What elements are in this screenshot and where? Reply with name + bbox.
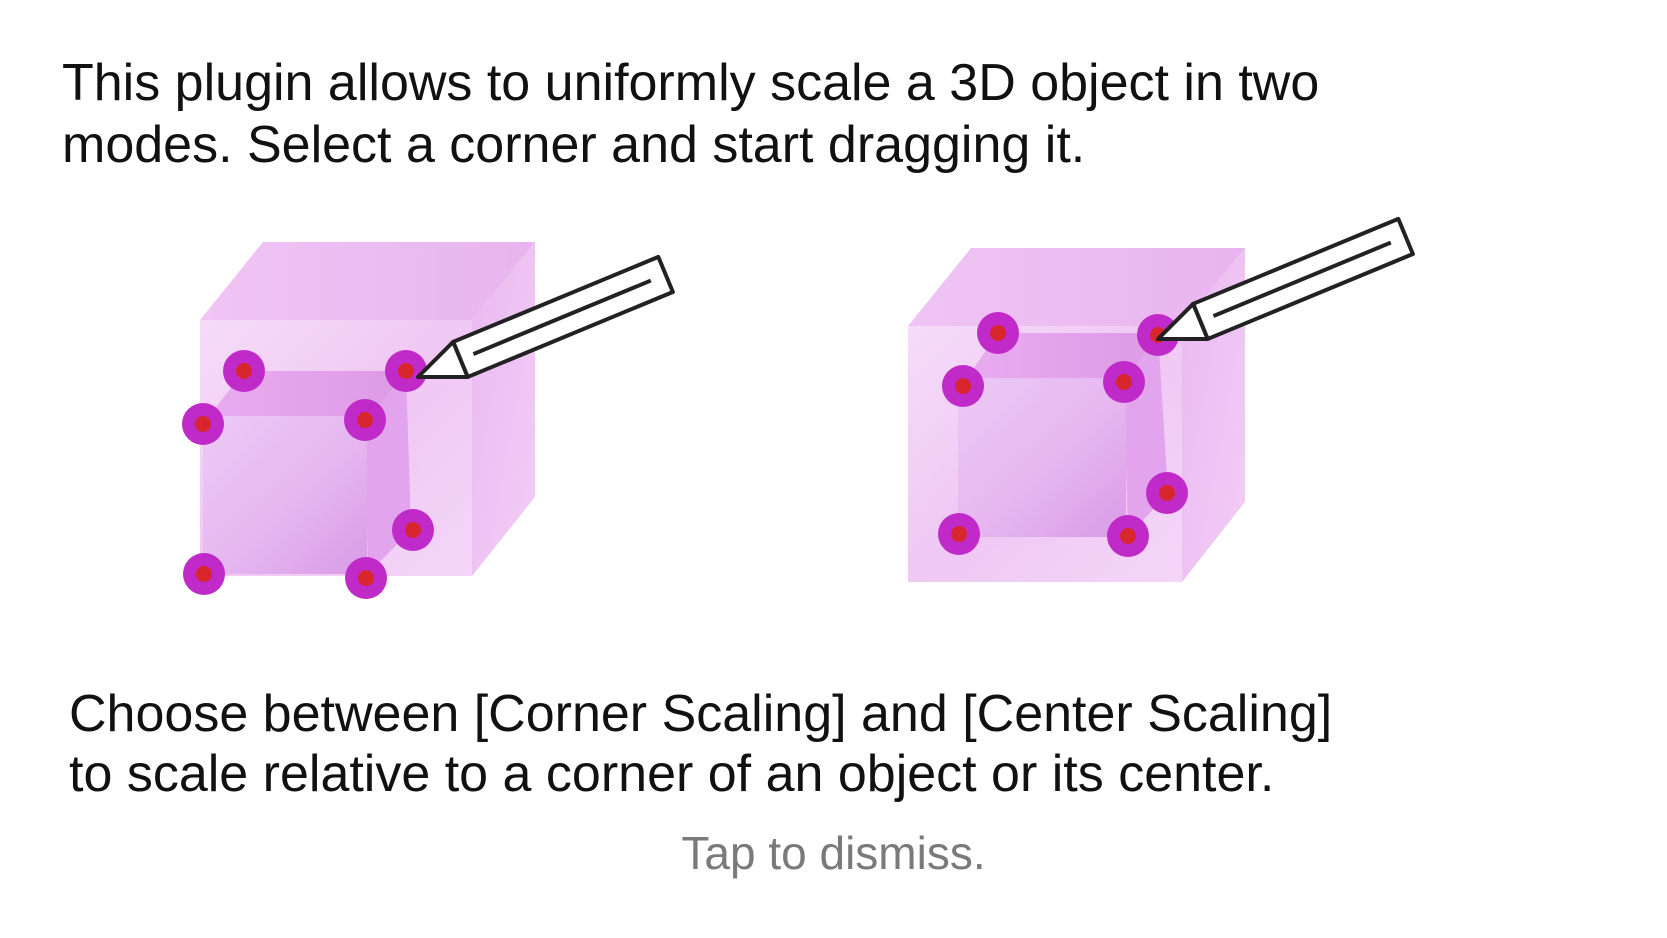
corner-handle[interactable] xyxy=(1107,515,1149,557)
corner-handle[interactable] xyxy=(183,553,225,595)
corner-handle[interactable] xyxy=(942,365,984,407)
corner-handle[interactable] xyxy=(345,557,387,599)
outer-cube-top xyxy=(908,248,1245,326)
corner-handle[interactable] xyxy=(385,350,427,392)
outer-cube-top xyxy=(200,242,535,320)
intro-text: This plugin allows to uniformly scale a … xyxy=(62,52,1622,176)
intro-line-2: modes. Select a corner and start draggin… xyxy=(62,116,1086,174)
mode-line-2: to scale relative to a corner of an obje… xyxy=(69,745,1275,803)
intro-line-1: This plugin allows to uniformly scale a … xyxy=(62,54,1320,112)
corner-scaling-handles xyxy=(182,350,434,599)
corner-handle[interactable] xyxy=(392,509,434,551)
inner-cube-front xyxy=(958,378,1126,537)
scaling-illustration xyxy=(182,216,1415,599)
corner-handle[interactable] xyxy=(182,403,224,445)
mode-description: Choose between [Corner Scaling] and [Cen… xyxy=(69,684,1629,804)
inner-cube-front xyxy=(203,416,367,574)
corner-handle[interactable] xyxy=(977,312,1019,354)
center-scaling-handles xyxy=(938,312,1188,557)
mode-line-1: Choose between [Corner Scaling] and [Cen… xyxy=(69,685,1333,743)
corner-handle[interactable] xyxy=(344,399,386,441)
corner-handle[interactable] xyxy=(1137,314,1179,356)
pencil-icon xyxy=(1156,216,1415,341)
tap-to-dismiss-button[interactable]: Tap to dismiss. xyxy=(681,827,986,879)
pencil-icon xyxy=(416,254,675,379)
corner-handle[interactable] xyxy=(938,513,980,555)
corner-handle[interactable] xyxy=(223,350,265,392)
corner-handle[interactable] xyxy=(1103,361,1145,403)
corner-handle[interactable] xyxy=(1146,472,1188,514)
